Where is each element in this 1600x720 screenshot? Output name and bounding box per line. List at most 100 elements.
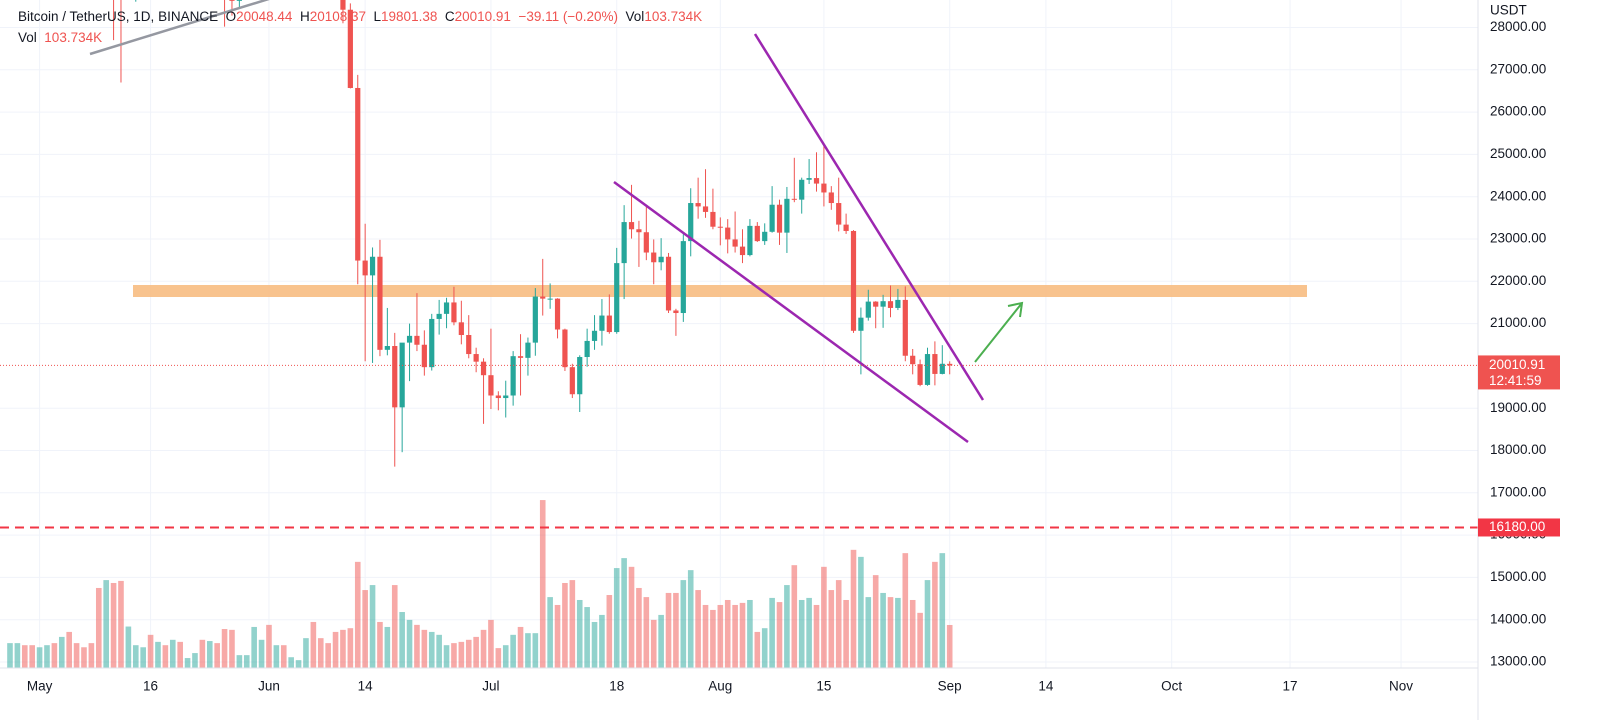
alert-label: 16180.00	[1489, 519, 1545, 534]
legend-row: Bitcoin / TetherUS, 1D, BINANCE O20048.4…	[18, 6, 702, 27]
axes: 28000.00 27000.00 26000.00 25000.00 24000.00…	[27, 19, 1560, 694]
candle-body	[747, 225, 753, 256]
volume-bar	[44, 645, 50, 668]
candle-body	[843, 224, 849, 231]
volume-bar	[562, 582, 568, 668]
volume-bar	[946, 624, 953, 668]
candle-body	[406, 335, 413, 343]
candle-body	[510, 356, 516, 396]
candle-body	[569, 367, 575, 395]
volume-bar	[58, 636, 65, 668]
candle-body	[443, 302, 450, 314]
volume-bar	[806, 597, 812, 668]
open-label: O	[225, 9, 237, 24]
volume-bar	[784, 585, 790, 668]
volume-bar	[66, 631, 72, 668]
candle-body	[229, 0, 235, 1]
volume-bar	[621, 558, 627, 668]
candle-body	[429, 318, 435, 368]
y-tick-label: 25000.00	[1490, 146, 1546, 161]
volume-bar	[665, 592, 672, 668]
candle-body	[873, 301, 879, 307]
candle-body	[488, 375, 494, 396]
x-tick-label: May	[27, 679, 53, 694]
volume-bar	[636, 587, 642, 668]
volume-bar	[628, 566, 635, 668]
candle-body	[340, 0, 346, 10]
y-tick-label: 21000.00	[1490, 315, 1546, 330]
volume-bar	[480, 629, 487, 668]
candle-body	[503, 395, 509, 399]
volume-bar	[243, 655, 250, 668]
legend-row: Vol 103.734K	[18, 27, 702, 48]
volume-bar	[443, 645, 450, 668]
volume-bar	[591, 621, 598, 668]
volume-bar	[576, 599, 583, 668]
volume-bar	[939, 553, 946, 668]
volume-bar	[821, 566, 827, 668]
candle-body	[643, 232, 649, 253]
volume-value: 103.734K	[644, 9, 703, 24]
candle-body	[710, 211, 716, 227]
volume-bar	[769, 597, 775, 668]
volume-bar	[377, 621, 383, 668]
volume-bar	[273, 645, 280, 668]
candle-body	[554, 298, 561, 330]
volume-bar	[325, 643, 331, 668]
last-price-label: 20010.91	[1489, 357, 1545, 372]
volume-bar	[406, 619, 413, 668]
candle-body	[562, 329, 568, 368]
close-value: 20010.91	[454, 9, 511, 24]
volume-bar	[732, 604, 738, 668]
candle-body	[458, 322, 464, 336]
volume-bar	[747, 599, 753, 668]
x-tick-label: 16	[143, 679, 158, 694]
volume-bar	[162, 645, 169, 668]
volume-bar	[465, 639, 472, 668]
candle-body	[369, 256, 376, 276]
candle-body	[739, 246, 746, 256]
wedge-upper-line	[753, 33, 985, 401]
volume-bar	[132, 645, 139, 668]
x-tick-label: Sep	[938, 679, 962, 694]
volume-bar	[495, 648, 502, 668]
volume-bar	[29, 645, 35, 668]
y-tick-label: 19000.00	[1490, 400, 1546, 415]
candle-body	[651, 252, 657, 263]
candle-body	[769, 204, 775, 232]
volume-bar	[310, 621, 317, 668]
candle-body	[665, 256, 672, 311]
volume-bar	[317, 638, 324, 668]
volume-bar	[125, 626, 132, 668]
volume-bar	[717, 604, 724, 668]
volume-bar	[835, 580, 842, 668]
volume-label: Vol	[625, 9, 645, 24]
candle-body	[436, 313, 442, 319]
x-tick-label: Jun	[258, 679, 280, 694]
volume-pane	[7, 500, 953, 668]
candle-body	[865, 301, 871, 318]
candle-body	[577, 357, 583, 395]
volume-bar	[81, 647, 87, 668]
trend-line	[89, 0, 270, 56]
candle-body	[821, 183, 827, 193]
volume-bar	[887, 597, 894, 668]
volume-bar	[340, 629, 346, 668]
volume-bar	[606, 595, 613, 668]
volume-bar	[547, 597, 553, 668]
candle-body	[628, 222, 635, 230]
candle-body	[421, 344, 427, 368]
volume-bar	[584, 607, 590, 668]
y-tick-label: 28000.00	[1490, 19, 1546, 34]
volume-bar	[532, 633, 539, 668]
volume-bar	[702, 604, 709, 668]
candle-body	[532, 296, 538, 343]
volume-label: Vol	[18, 30, 37, 45]
candle-body	[910, 355, 916, 365]
volume-bar	[458, 641, 465, 668]
candle-body	[754, 225, 760, 242]
volume-bar	[613, 568, 620, 668]
y-tick-label: 15000.00	[1490, 569, 1546, 584]
x-tick-label: Nov	[1389, 679, 1413, 694]
volume-bar	[710, 609, 716, 668]
